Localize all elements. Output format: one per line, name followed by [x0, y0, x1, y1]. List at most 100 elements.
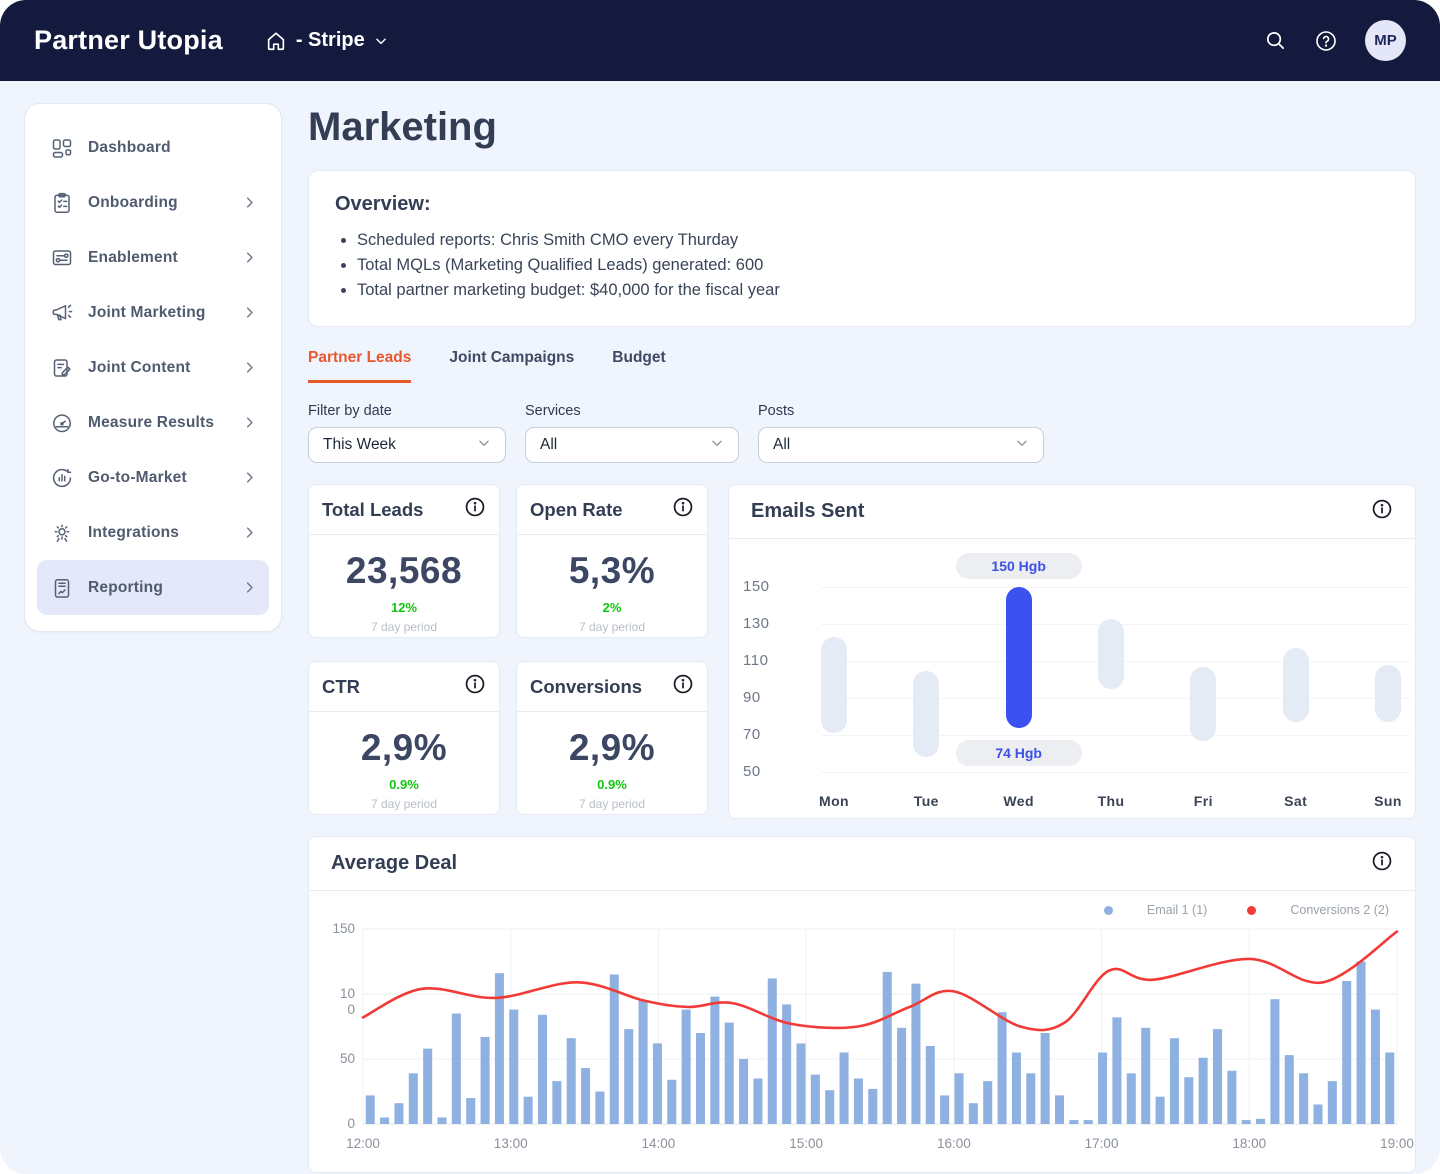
deal-bar[interactable]: [696, 1033, 705, 1124]
deal-bar[interactable]: [998, 1012, 1007, 1124]
deal-bar[interactable]: [840, 1053, 849, 1125]
sidebar-item-joint-content[interactable]: Joint Content: [37, 340, 269, 395]
deal-bar[interactable]: [366, 1096, 375, 1125]
deal-bar[interactable]: [495, 973, 504, 1124]
info-icon[interactable]: [1371, 498, 1393, 525]
deal-bar[interactable]: [1213, 1029, 1222, 1124]
deal-bar[interactable]: [825, 1090, 834, 1124]
range-bar-thu[interactable]: [1098, 619, 1124, 689]
deal-bar[interactable]: [1127, 1074, 1136, 1125]
deal-bar[interactable]: [509, 1010, 518, 1124]
deal-bar[interactable]: [1141, 1028, 1150, 1124]
info-button[interactable]: [672, 496, 694, 523]
deal-bar[interactable]: [926, 1046, 935, 1124]
deal-bar[interactable]: [538, 1015, 547, 1124]
info-button[interactable]: [464, 673, 486, 700]
deal-bar[interactable]: [380, 1118, 389, 1125]
legend-item-email-1-1[interactable]: Email 1 (1): [1104, 903, 1207, 917]
deal-bar[interactable]: [969, 1103, 978, 1124]
deal-bar[interactable]: [1199, 1058, 1208, 1124]
deal-bar[interactable]: [667, 1080, 676, 1124]
deal-bar[interactable]: [653, 1044, 662, 1125]
deal-bar[interactable]: [1069, 1120, 1078, 1124]
tab-joint-campaigns[interactable]: Joint Campaigns: [449, 349, 574, 383]
deal-bar[interactable]: [1055, 1096, 1064, 1125]
sidebar-item-enablement[interactable]: Enablement: [37, 230, 269, 285]
tab-budget[interactable]: Budget: [612, 349, 665, 383]
sidebar-item-go-to-market[interactable]: Go-to-Market: [37, 450, 269, 505]
range-bar-fri[interactable]: [1190, 667, 1216, 741]
deal-bar[interactable]: [552, 1081, 561, 1124]
deal-bar[interactable]: [595, 1092, 604, 1125]
sidebar-item-reporting[interactable]: Reporting: [37, 560, 269, 615]
deal-bar[interactable]: [940, 1096, 949, 1125]
deal-bar[interactable]: [768, 979, 777, 1125]
deal-bar[interactable]: [409, 1074, 418, 1125]
deal-bar[interactable]: [883, 972, 892, 1124]
deal-bar[interactable]: [954, 1074, 963, 1125]
deal-bar[interactable]: [1342, 981, 1351, 1124]
deal-bar[interactable]: [753, 1079, 762, 1125]
deal-bar[interactable]: [1098, 1053, 1107, 1125]
user-avatar[interactable]: MP: [1365, 20, 1406, 61]
deal-bar[interactable]: [394, 1103, 403, 1124]
deal-bar[interactable]: [1184, 1077, 1193, 1124]
deal-bar[interactable]: [1026, 1074, 1035, 1125]
deal-bar[interactable]: [897, 1028, 906, 1124]
deal-bar[interactable]: [610, 975, 619, 1125]
deal-bar[interactable]: [1299, 1074, 1308, 1125]
sidebar-item-onboarding[interactable]: Onboarding: [37, 175, 269, 230]
deal-bar[interactable]: [1328, 1081, 1337, 1124]
sidebar-item-joint-marketing[interactable]: Joint Marketing: [37, 285, 269, 340]
select-posts[interactable]: All: [758, 427, 1044, 463]
info-button[interactable]: [464, 496, 486, 523]
deal-bar[interactable]: [466, 1098, 475, 1124]
deal-bar[interactable]: [1112, 1018, 1121, 1125]
deal-bar[interactable]: [725, 1023, 734, 1124]
deal-bar[interactable]: [682, 1010, 691, 1124]
deal-bar[interactable]: [567, 1038, 576, 1124]
range-bar-sun[interactable]: [1375, 665, 1401, 722]
range-bar-mon[interactable]: [821, 637, 847, 733]
deal-bar[interactable]: [1357, 962, 1366, 1125]
select-services[interactable]: All: [525, 427, 739, 463]
deal-bar[interactable]: [624, 1029, 633, 1124]
deal-bar[interactable]: [1041, 1033, 1050, 1124]
info-button[interactable]: [672, 673, 694, 700]
deal-bar[interactable]: [1170, 1038, 1179, 1124]
info-icon[interactable]: [1371, 850, 1393, 877]
select-filter-by-date[interactable]: This Week: [308, 427, 506, 463]
range-bar-wed[interactable]: [1006, 587, 1032, 728]
tab-partner-leads[interactable]: Partner Leads: [308, 349, 411, 383]
help-button[interactable]: [1314, 29, 1338, 53]
deal-bar[interactable]: [1313, 1105, 1322, 1125]
deal-bar[interactable]: [1012, 1053, 1021, 1125]
sidebar-item-dashboard[interactable]: Dashboard: [37, 120, 269, 175]
search-button[interactable]: [1264, 29, 1287, 52]
deal-bar[interactable]: [739, 1059, 748, 1124]
deal-bar[interactable]: [710, 997, 719, 1124]
deal-bar[interactable]: [1084, 1120, 1093, 1124]
deal-bar[interactable]: [811, 1075, 820, 1124]
deal-bar[interactable]: [1285, 1055, 1294, 1124]
deal-bar[interactable]: [639, 1001, 648, 1125]
deal-bar[interactable]: [452, 1014, 461, 1125]
deal-bar[interactable]: [1371, 1010, 1380, 1124]
deal-bar[interactable]: [1270, 999, 1279, 1124]
deal-bar[interactable]: [796, 1044, 805, 1125]
deal-bar[interactable]: [524, 1097, 533, 1124]
range-bar-tue[interactable]: [913, 671, 939, 758]
deal-bar[interactable]: [1256, 1119, 1265, 1124]
deal-bar[interactable]: [423, 1049, 432, 1124]
sidebar-item-integrations[interactable]: Integrations: [37, 505, 269, 560]
deal-bar[interactable]: [437, 1118, 446, 1125]
deal-bar[interactable]: [868, 1089, 877, 1124]
deal-bar[interactable]: [983, 1081, 992, 1124]
workspace-switcher[interactable]: - Stripe: [265, 29, 388, 52]
range-bar-sat[interactable]: [1283, 648, 1309, 722]
deal-bar[interactable]: [854, 1079, 863, 1125]
deal-bar[interactable]: [1242, 1120, 1251, 1124]
sidebar-item-measure-results[interactable]: Measure Results: [37, 395, 269, 450]
deal-bar[interactable]: [1156, 1097, 1165, 1124]
deal-bar[interactable]: [581, 1068, 590, 1124]
